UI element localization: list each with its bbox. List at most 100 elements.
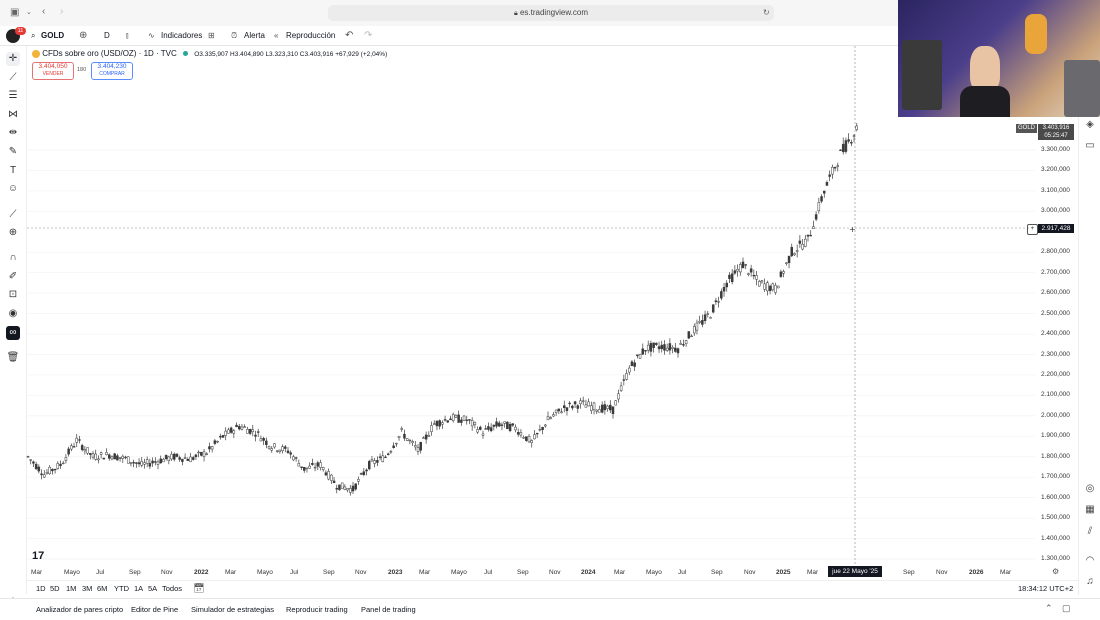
candle-body — [598, 409, 601, 413]
interval-button[interactable]: D — [104, 31, 110, 40]
trash-icon[interactable]: 🗑︎ — [6, 352, 20, 363]
range-6m[interactable]: 6M — [97, 584, 108, 593]
eye-icon[interactable]: ◉ — [8, 308, 18, 319]
crosshair-icon[interactable]: ✛ — [6, 52, 20, 66]
link-icon[interactable]: ∞ — [6, 326, 20, 340]
sell-button[interactable]: 3.404,050 VENDER — [32, 62, 74, 80]
replay-button[interactable]: Reproducción — [286, 31, 336, 40]
candle-body — [324, 472, 328, 476]
chat-icon[interactable]: ▭ — [1085, 140, 1095, 151]
indicators-button[interactable]: Indicadores — [161, 31, 203, 40]
candle-body — [359, 473, 363, 475]
candle-body — [135, 462, 138, 464]
time-tick: 2026 — [969, 569, 984, 576]
buy-button[interactable]: 3.404,230 COMPRAR — [91, 62, 133, 80]
brush-icon[interactable]: ✎ — [8, 146, 18, 157]
rss-icon[interactable]: ◠ — [1085, 555, 1095, 566]
candles-icon[interactable]: ⫾ — [126, 31, 129, 40]
candle-body — [747, 273, 750, 275]
add-alert-icon[interactable]: + — [1027, 224, 1038, 235]
back-icon[interactable]: ‹ — [42, 6, 46, 17]
layers-icon[interactable]: ◈ — [1086, 119, 1094, 130]
calendar-icon[interactable]: ▦ — [1085, 504, 1095, 515]
candle-body — [29, 459, 32, 461]
candle-body — [646, 344, 650, 351]
candle-body — [221, 435, 225, 438]
ruler-icon[interactable]: ⟋ — [9, 209, 17, 220]
date-range-icon[interactable]: 📅︎ — [193, 583, 205, 593]
candle-body — [736, 268, 739, 272]
range-5d[interactable]: 5D — [50, 584, 60, 593]
symbol-search[interactable]: GOLD — [41, 31, 65, 40]
bell-icon[interactable]: ♫ — [1086, 576, 1094, 587]
candle-body — [682, 344, 685, 346]
panel-tab[interactable]: Analizador de pares cripto — [36, 605, 124, 614]
pencil-lock-icon[interactable]: ✐ — [8, 271, 18, 282]
panel-tab[interactable]: Editor de Pine — [131, 605, 179, 614]
candle-body — [129, 462, 133, 464]
candle-body — [183, 457, 187, 459]
compare-add-icon[interactable]: ⊕ — [79, 30, 88, 41]
time-tick: Nov — [936, 569, 948, 576]
url-field[interactable]: 🔒︎ es.tradingview.com — [328, 5, 774, 21]
reload-icon[interactable]: ↻ — [763, 8, 770, 17]
candle-body — [243, 426, 246, 428]
collapse-icon[interactable]: ⌃ — [1045, 603, 1053, 613]
candle-body — [72, 446, 76, 448]
candle-body — [40, 473, 43, 476]
alert-button[interactable]: Alerta — [244, 31, 265, 40]
panel-tab[interactable]: Reproducir trading — [286, 605, 348, 614]
candle-body — [806, 234, 810, 237]
prediction-icon[interactable]: ⇹ — [8, 127, 18, 138]
candle-body — [649, 343, 653, 352]
trend-line-icon[interactable]: ⟋ — [9, 72, 17, 83]
layouts-icon[interactable]: ⊞ — [208, 31, 215, 40]
sell-price: 3.404,050 — [38, 63, 68, 70]
zoom-in-icon[interactable]: ⊕ — [8, 227, 18, 238]
candle-body — [191, 457, 195, 460]
text-icon[interactable]: T — [9, 165, 17, 176]
range-todos[interactable]: Todos — [162, 584, 183, 593]
redo-icon[interactable]: ↷ — [364, 30, 373, 41]
range-1m[interactable]: 1M — [66, 584, 77, 593]
panel-tab[interactable]: Simulador de estrategias — [191, 605, 274, 614]
range-3m[interactable]: 3M — [82, 584, 93, 593]
time-tick: Sep — [129, 569, 141, 576]
range-1d[interactable]: 1D — [36, 584, 46, 593]
magnet-icon[interactable]: ∩ — [9, 252, 17, 263]
candle-body — [628, 367, 631, 373]
range-1a[interactable]: 1A — [134, 584, 144, 593]
undo-icon[interactable]: ↶ — [345, 30, 354, 41]
maximize-icon[interactable]: ▢ — [1062, 603, 1071, 613]
candle-body — [419, 441, 422, 451]
chevron-down-icon[interactable]: ⌄ — [26, 9, 32, 16]
candle-body — [709, 317, 712, 319]
candle-body — [622, 379, 626, 381]
candle-body — [560, 411, 563, 414]
range-ytd[interactable]: YTD — [114, 584, 129, 593]
pattern-icon[interactable]: ⋈ — [8, 109, 18, 120]
candle-body — [405, 438, 409, 441]
lock-drawings-icon[interactable]: ⊡ — [8, 289, 18, 300]
emoji-icon[interactable]: ☺ — [7, 183, 19, 194]
chart-grid — [27, 149, 1035, 560]
candle-body — [281, 446, 284, 452]
candle-body — [660, 344, 663, 350]
forward-icon[interactable]: › — [60, 6, 64, 17]
candle-body — [600, 404, 604, 413]
candle-body — [395, 442, 398, 445]
settings-icon[interactable]: ⚙ — [1052, 567, 1060, 576]
candle-body — [319, 462, 322, 468]
crosshair-date: jue 22 Mayo '25 — [828, 566, 882, 577]
chart-line-icon[interactable]: ⫽ — [1087, 526, 1093, 537]
sidebar-toggle-icon[interactable]: ▣ — [10, 7, 20, 18]
replay-icon: « — [274, 31, 279, 40]
fib-icon[interactable]: ☰ — [8, 90, 18, 101]
range-5a[interactable]: 5A — [148, 584, 158, 593]
target-icon[interactable]: ◎ — [1085, 483, 1095, 494]
clock[interactable]: 18:34:12 UTC+2 — [1018, 584, 1074, 593]
candle-body — [70, 445, 73, 450]
candle-body — [625, 373, 628, 380]
panel-tab[interactable]: Panel de trading — [361, 605, 416, 614]
